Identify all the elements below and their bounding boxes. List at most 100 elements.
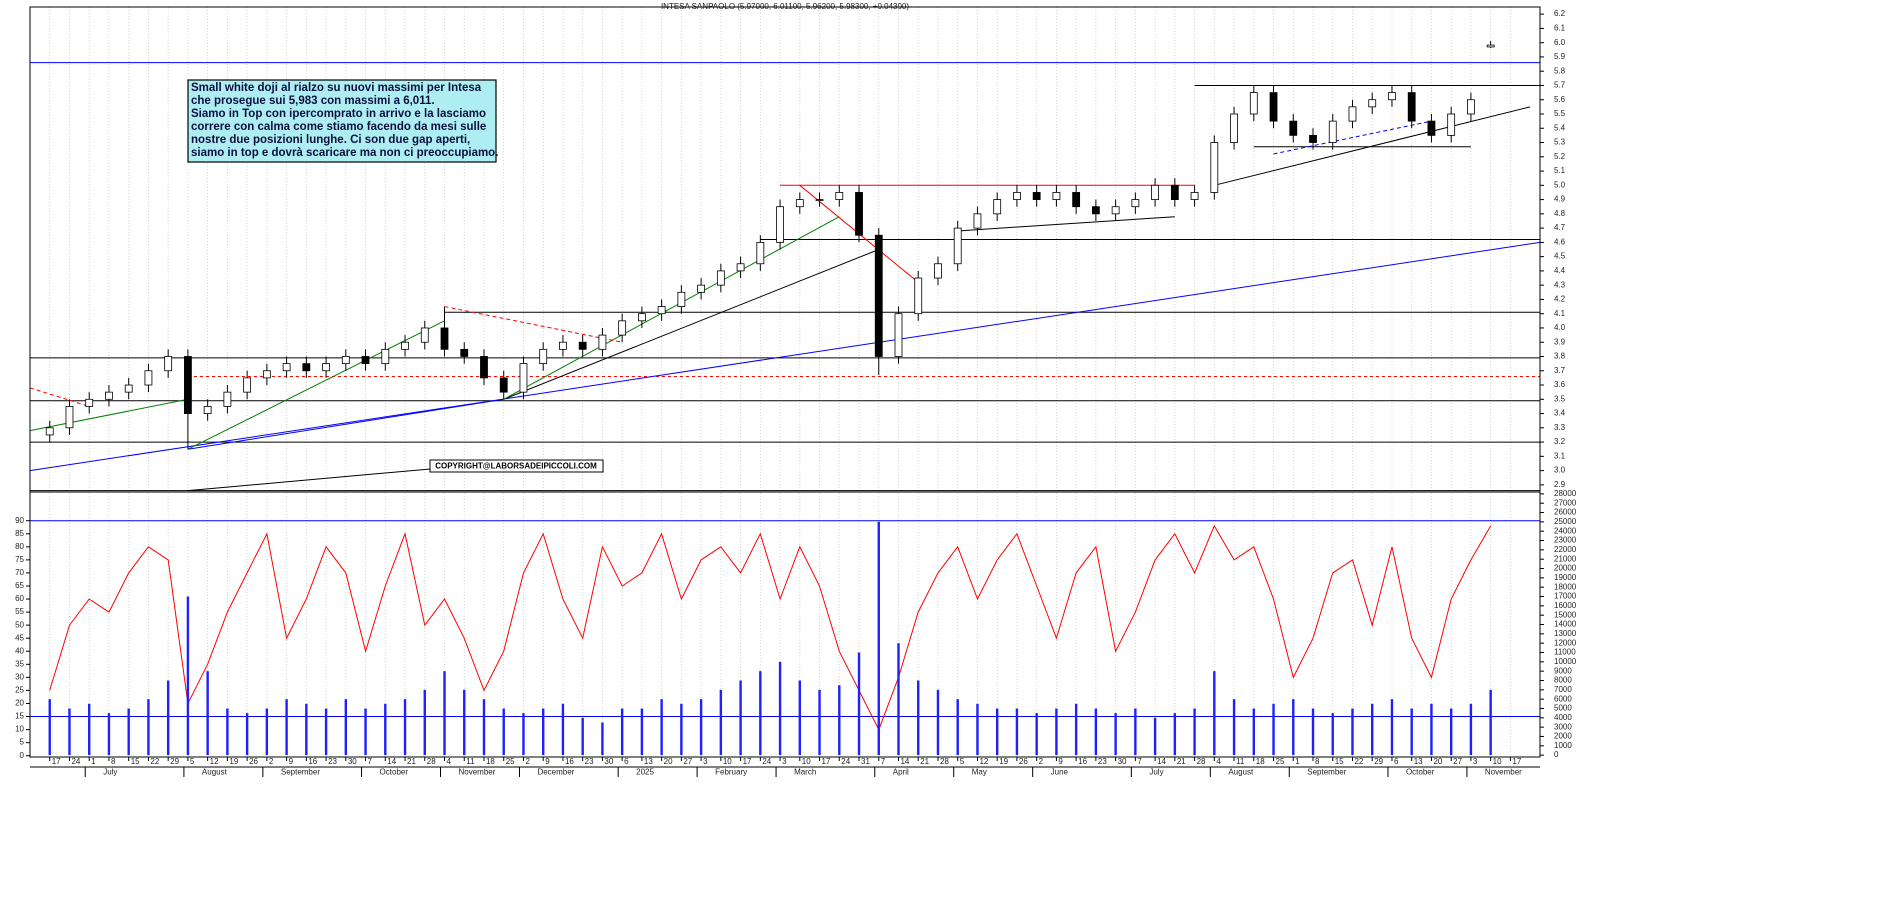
month-label: September [1307,768,1346,777]
candle-body [1467,99,1475,115]
candle-body [105,391,113,400]
x-tick-label: 29 [170,757,179,766]
volume-bar [1035,713,1038,756]
candle-body [1289,120,1298,136]
trendline [187,467,445,492]
y-tick-label: 65 [15,581,24,590]
y-tick-label: 55 [15,607,24,616]
x-tick-label: 8 [111,757,116,766]
candle-body [85,398,94,407]
x-tick-label: 9 [545,757,550,766]
x-tick-label: 14 [900,757,909,766]
candle-body [144,370,153,386]
x-tick-label: 13 [644,757,653,766]
y-tick-label: 35 [15,659,24,668]
candle-body [815,199,824,201]
y-tick-label: 5.4 [1554,123,1566,132]
y2-tick-label: 18000 [1554,582,1577,591]
x-tick-label: 13 [1414,757,1423,766]
y2-tick-label: 24000 [1554,526,1577,535]
candle-body [1348,106,1357,122]
candle-body [440,327,449,350]
x-tick-label: 22 [1354,757,1363,766]
trendline [503,249,879,400]
annotation-line: che prosegue sui 5,983 con massimi a 6,0… [191,95,435,107]
candle-body [1072,192,1081,208]
trendline [444,306,623,343]
y2-tick-label: 0 [1554,750,1559,759]
x-tick-label: 5 [190,757,195,766]
y-tick-label: 5.0 [1554,180,1566,189]
candle-body [322,363,330,372]
volume-bar [305,703,308,756]
y-tick-label: 50 [15,620,24,629]
x-tick-label: 12 [979,757,988,766]
volume-bar [1153,717,1157,756]
x-tick-label: 30 [604,757,613,766]
grid [49,7,1511,757]
x-tick-label: 1 [1295,757,1300,766]
candle-body [953,227,962,265]
volume-bar [482,699,486,756]
y2-tick-label: 15000 [1554,610,1577,619]
annotation-box [187,79,497,163]
candle-body [164,356,173,372]
volume-bar [186,596,190,756]
x-tick-label: 17 [743,757,752,766]
candle-body [1131,199,1140,208]
y2-tick-label: 7000 [1554,685,1572,694]
volume-bar [561,703,565,756]
month-label: April [893,768,909,777]
volume-bar [443,671,446,756]
volume-bar [838,685,841,756]
candle-body [1486,44,1495,48]
x-tick-label: 9 [289,757,294,766]
x-tick-label: 19 [229,757,238,766]
y-tick-label: 4.0 [1554,323,1566,332]
candle-body [124,384,133,393]
candle-body [302,363,311,372]
x-tick-label: 16 [565,757,574,766]
y-tick-label: 90 [15,516,24,525]
frame [29,6,1541,758]
y-tick-label: 5.8 [1554,66,1566,75]
x-tick-label: 21 [1177,757,1186,766]
y2-tick-label: 28000 [1554,489,1577,498]
x-tick-label: 20 [1433,757,1442,766]
candle-body [697,284,706,293]
copyright-box [429,459,604,473]
volume-bar [1252,708,1255,756]
y-tick-label: 6.1 [1554,24,1566,33]
volume-bar [1410,708,1413,756]
volume-bar [798,680,802,756]
x-tick-label: 27 [1453,757,1462,766]
month-label: October [1406,768,1435,777]
y2-tick-label: 12000 [1554,638,1577,647]
y-tick-label: 3.1 [1554,451,1566,460]
volume-bar [601,722,604,756]
x-tick-label: 14 [387,757,396,766]
y-tick-label: 4.7 [1554,223,1566,232]
month-label: July [103,768,117,777]
volume-bar [127,708,130,756]
y-tick-label: 30 [15,672,24,681]
y2-tick-label: 20000 [1554,564,1577,573]
y-tick-label: 25 [15,686,24,695]
x-tick-label: 2 [525,757,530,766]
x-tick-label: 30 [1118,757,1127,766]
candle-body [1388,92,1396,101]
y-tick-label: 85 [15,529,24,538]
candle-body [1269,92,1278,122]
volume-bar [423,689,426,756]
volume-bar [88,703,91,756]
x-tick-label: 10 [1493,757,1502,766]
volume-bar [1390,699,1394,756]
volume-bar [778,661,782,756]
trendline [29,241,1541,472]
x-tick-label: 29 [1374,757,1383,766]
month-label: August [1228,768,1254,777]
month-label: October [380,768,409,777]
x-tick-label: 7 [1137,757,1142,766]
volume-bar [522,713,525,756]
